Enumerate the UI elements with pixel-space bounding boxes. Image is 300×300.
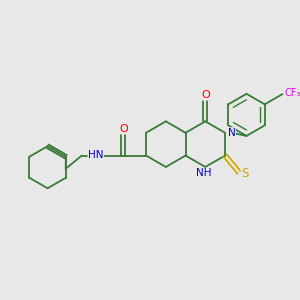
- Text: NH: NH: [196, 168, 212, 178]
- Text: N: N: [228, 128, 235, 138]
- Text: HN: HN: [88, 150, 103, 160]
- Text: O: O: [119, 124, 128, 134]
- Text: O: O: [201, 90, 210, 100]
- Text: S: S: [241, 167, 249, 180]
- Text: CF₃: CF₃: [284, 88, 300, 98]
